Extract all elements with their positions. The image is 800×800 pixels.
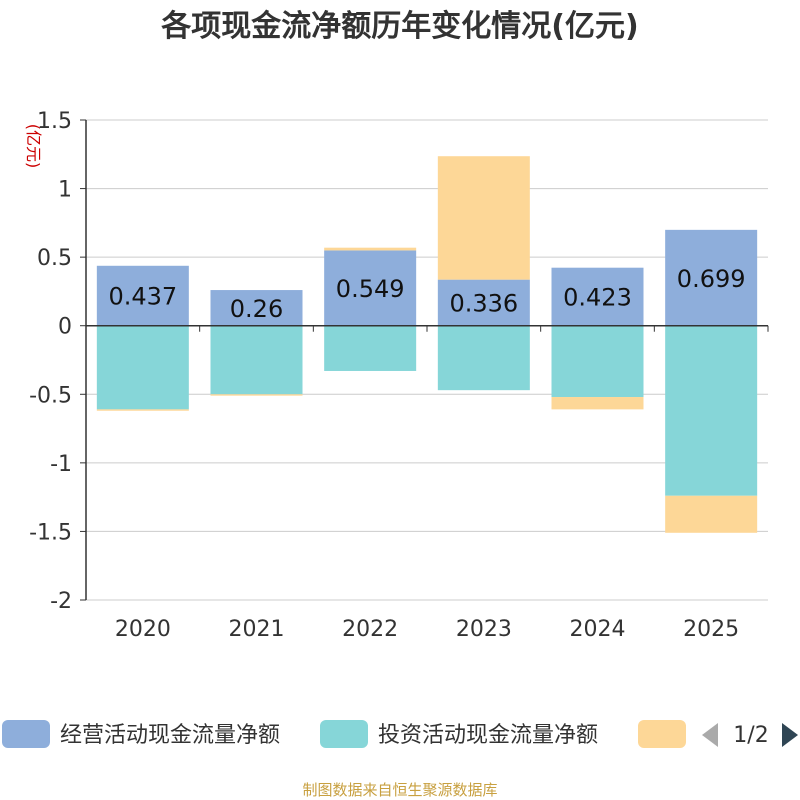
bar-series1-2024[interactable]	[551, 325, 644, 398]
bar-series2-2023[interactable]	[437, 156, 530, 280]
legend-swatch-0[interactable]	[2, 720, 50, 748]
chart-title: 各项现金流净额历年变化情况(亿元)	[160, 9, 638, 44]
data-label: 0.423	[563, 284, 632, 312]
bar-series2-2024[interactable]	[551, 397, 644, 410]
legend-swatch-2[interactable]	[638, 720, 686, 748]
legend-pager: 1/2	[702, 723, 798, 748]
bar-series1-2021[interactable]	[210, 325, 303, 395]
data-labels: 0.437 0.26 0.549 0.336 0.423 0.699	[108, 265, 745, 323]
bar-series2-2025[interactable]	[665, 495, 758, 533]
source-note: 制图数据来自恒生聚源数据库	[302, 781, 497, 799]
y-tick-label: -2	[50, 589, 72, 614]
data-label: 0.437	[108, 283, 177, 311]
y-tick-label: 1	[58, 178, 72, 203]
axes: 1.5 1 0.5 0 -0.5 -1 -1.5 -2 2020 2021 2022 2023 2024…	[29, 109, 769, 642]
bar-series0-2025[interactable]	[665, 229, 758, 326]
data-label: 0.699	[677, 265, 746, 293]
bar-series1-2020[interactable]	[96, 325, 189, 410]
pager-page-indicator: 1/2	[733, 723, 768, 748]
bar-series0-2021[interactable]	[210, 290, 303, 326]
x-tick-label: 2024	[570, 617, 626, 642]
x-tick-label: 2023	[456, 617, 512, 642]
x-tick-label: 2025	[683, 617, 739, 642]
y-tick-label: 0	[58, 315, 72, 340]
bar-series2-2021[interactable]	[210, 394, 303, 396]
data-label: 0.549	[336, 275, 405, 303]
y-tick-label: -1.5	[29, 520, 72, 545]
bar-series2-2020[interactable]	[96, 409, 189, 411]
legend-label-1[interactable]: 投资活动现金流量净额	[378, 723, 598, 748]
y-tick-label: -0.5	[29, 383, 72, 408]
y-tick-label: -1	[50, 452, 72, 477]
data-label: 0.26	[230, 295, 283, 323]
bar-series2-2022[interactable]	[324, 247, 417, 251]
y-axis-label: (亿元)	[24, 124, 43, 169]
bars	[96, 156, 758, 533]
bar-series0-2022[interactable]	[324, 250, 417, 326]
bar-series1-2023[interactable]	[437, 325, 530, 391]
x-tick-label: 2021	[229, 617, 285, 642]
y-tick-label: 1.5	[37, 109, 72, 134]
bar-series1-2022[interactable]	[324, 325, 417, 371]
legend: 经营活动现金流量净额 投资活动现金流量净额	[2, 720, 686, 748]
bar-series0-2023[interactable]	[437, 279, 530, 326]
bar-series0-2020[interactable]	[96, 265, 189, 326]
pager-next-icon[interactable]	[782, 723, 798, 747]
x-tick-label: 2020	[115, 617, 171, 642]
bar-series0-2024[interactable]	[551, 267, 644, 326]
legend-label-0[interactable]: 经营活动现金流量净额	[60, 723, 280, 748]
pager-prev-icon[interactable]	[702, 723, 718, 747]
legend-swatch-1[interactable]	[320, 720, 368, 748]
bar-series1-2025[interactable]	[665, 325, 758, 496]
y-tick-label: 0.5	[37, 246, 72, 271]
data-label: 0.336	[449, 290, 518, 318]
x-tick-label: 2022	[342, 617, 398, 642]
